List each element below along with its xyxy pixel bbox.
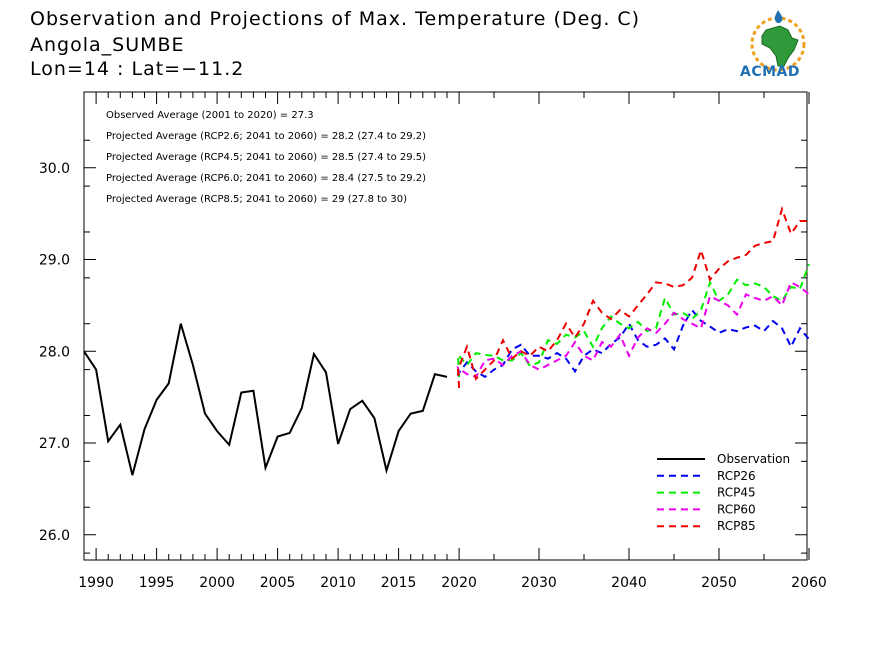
x-tick-label: 1995: [139, 575, 175, 591]
x-tick-label: 1990: [78, 575, 114, 591]
series-line-rcp85: [456, 205, 809, 388]
x-tick-label: 2030: [521, 575, 557, 591]
legend-label: Observation: [717, 452, 790, 466]
acmad-logo: [750, 10, 806, 72]
annotation-line: Projected Average (RCP8.5; 2041 to 2060)…: [106, 194, 407, 205]
annotation-line: Projected Average (RCP6.0; 2041 to 2060)…: [106, 173, 426, 184]
legend-label: RCP45: [717, 486, 756, 500]
water-drop-icon: [774, 10, 783, 24]
africa-map-icon: [761, 25, 799, 67]
x-tick-label: 2015: [381, 575, 417, 591]
x-axis: 1990 1995 2000 2005 2010 2015 2020 2030 2040 2050…: [78, 92, 827, 591]
legend-label: RCP60: [717, 502, 756, 516]
annotation-line: Projected Average (RCP2.6; 2041 to 2060)…: [106, 131, 426, 142]
x-tick-label: 2060: [791, 575, 827, 591]
series-line-rcp60: [456, 281, 810, 379]
legend-label: RCP26: [717, 469, 756, 483]
x-tick-label: 2005: [260, 575, 296, 591]
chart-title: Observation and Projections of Max. Temp…: [30, 8, 641, 30]
y-tick-label: 26.0: [39, 528, 70, 544]
x-tick-label: 2050: [701, 575, 737, 591]
x-tick-label: 2020: [441, 575, 477, 591]
x-tick-label: 2010: [320, 575, 356, 591]
stats-annotations: Observed Average (2001 to 2020) = 27.3 Pr…: [106, 110, 426, 205]
y-tick-label: 29.0: [39, 253, 70, 269]
series-lines: [83, 205, 810, 476]
acmad-logo-text: ACMAD: [740, 64, 800, 80]
series-line-observation: [83, 323, 448, 476]
y-tick-label: 27.0: [39, 436, 70, 452]
coords-label: Lon=14 : Lat=−11.2: [30, 58, 245, 80]
y-axis: 26.0 27.0 28.0 29.0 30.0: [39, 139, 807, 554]
x-tick-label: 2040: [611, 575, 647, 591]
annotation-line: Projected Average (RCP4.5; 2041 to 2060)…: [106, 152, 426, 163]
series-line-rcp45: [456, 263, 810, 377]
series-line-rcp26: [456, 308, 810, 379]
y-tick-label: 28.0: [39, 344, 70, 360]
location-label: Angola_SUMBE: [30, 34, 185, 56]
x-tick-label: 2000: [199, 575, 235, 591]
plot-frame: [83, 91, 808, 561]
legend: Observation RCP26 RCP45 RCP60 RCP85: [657, 452, 790, 533]
legend-label: RCP85: [717, 519, 756, 533]
y-tick-label: 30.0: [39, 161, 70, 177]
annotation-line: Observed Average (2001 to 2020) = 27.3: [106, 110, 314, 121]
